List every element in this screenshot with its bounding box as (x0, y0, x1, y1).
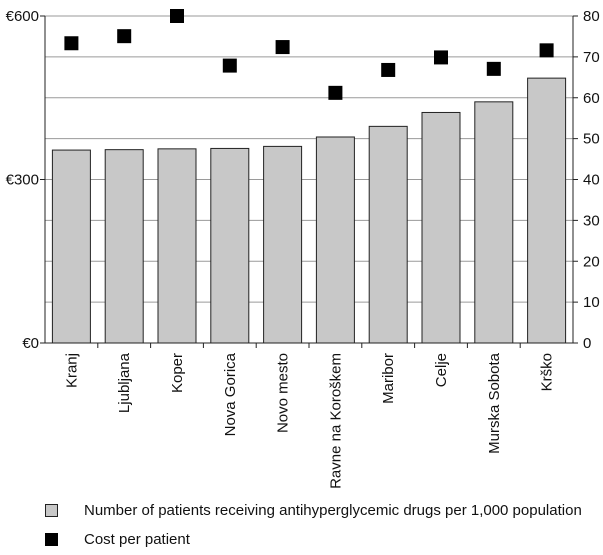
legend-swatch-bars (45, 504, 58, 517)
y-right-tick-label: 0 (583, 335, 591, 352)
bar (527, 77, 567, 344)
bar (315, 136, 355, 344)
marker (64, 36, 79, 51)
y-right-tick-label: 30 (583, 212, 600, 229)
y-right-tick-label: 70 (583, 49, 600, 66)
marker (381, 62, 396, 77)
legend-item-bars: Number of patients receiving antihypergl… (45, 502, 582, 519)
bar (157, 148, 197, 344)
bar (474, 101, 514, 344)
x-tick-label: Krško (539, 353, 556, 391)
bar (210, 147, 250, 344)
x-tick-label: Ljubljana (116, 352, 133, 413)
y-left-tick-label: €600 (6, 8, 39, 25)
marker (486, 61, 501, 76)
legend-item-markers: Cost per patient (45, 531, 190, 548)
marker (170, 9, 184, 23)
marker (434, 50, 448, 65)
bar (51, 149, 91, 344)
marker (328, 85, 343, 100)
y-right-tick-label: 80 (583, 8, 600, 25)
y-left-tick-label: €0 (22, 335, 39, 352)
marker (222, 58, 237, 73)
bar (104, 149, 144, 344)
marker (117, 29, 132, 44)
marker (539, 43, 554, 58)
x-tick-label: Maribor (380, 353, 397, 404)
legend-label-bars: Number of patients receiving antihypergl… (84, 502, 582, 519)
marker (275, 40, 290, 55)
y-right-tick-label: 20 (583, 253, 600, 270)
bar (263, 145, 303, 344)
legend-label-markers: Cost per patient (84, 531, 190, 548)
y-right-tick-label: 40 (583, 172, 600, 189)
x-tick-label: Celje (433, 353, 450, 387)
y-left-tick-label: €300 (6, 172, 39, 189)
y-right-tick-label: 60 (583, 90, 600, 107)
bar (368, 125, 408, 344)
x-tick-label: Kranj (63, 353, 80, 388)
legend-swatch-markers (45, 533, 58, 546)
y-right-tick-label: 10 (583, 294, 600, 311)
y-right-tick-label: 50 (583, 131, 600, 148)
x-tick-label: Koper (169, 353, 186, 393)
x-tick-label: Ravne na Koroškem (327, 353, 344, 489)
bar (421, 111, 461, 344)
x-tick-label: Murska Sobota (486, 352, 503, 454)
x-tick-label: Novo mesto (275, 353, 292, 433)
x-tick-label: Nova Gorica (222, 352, 239, 436)
